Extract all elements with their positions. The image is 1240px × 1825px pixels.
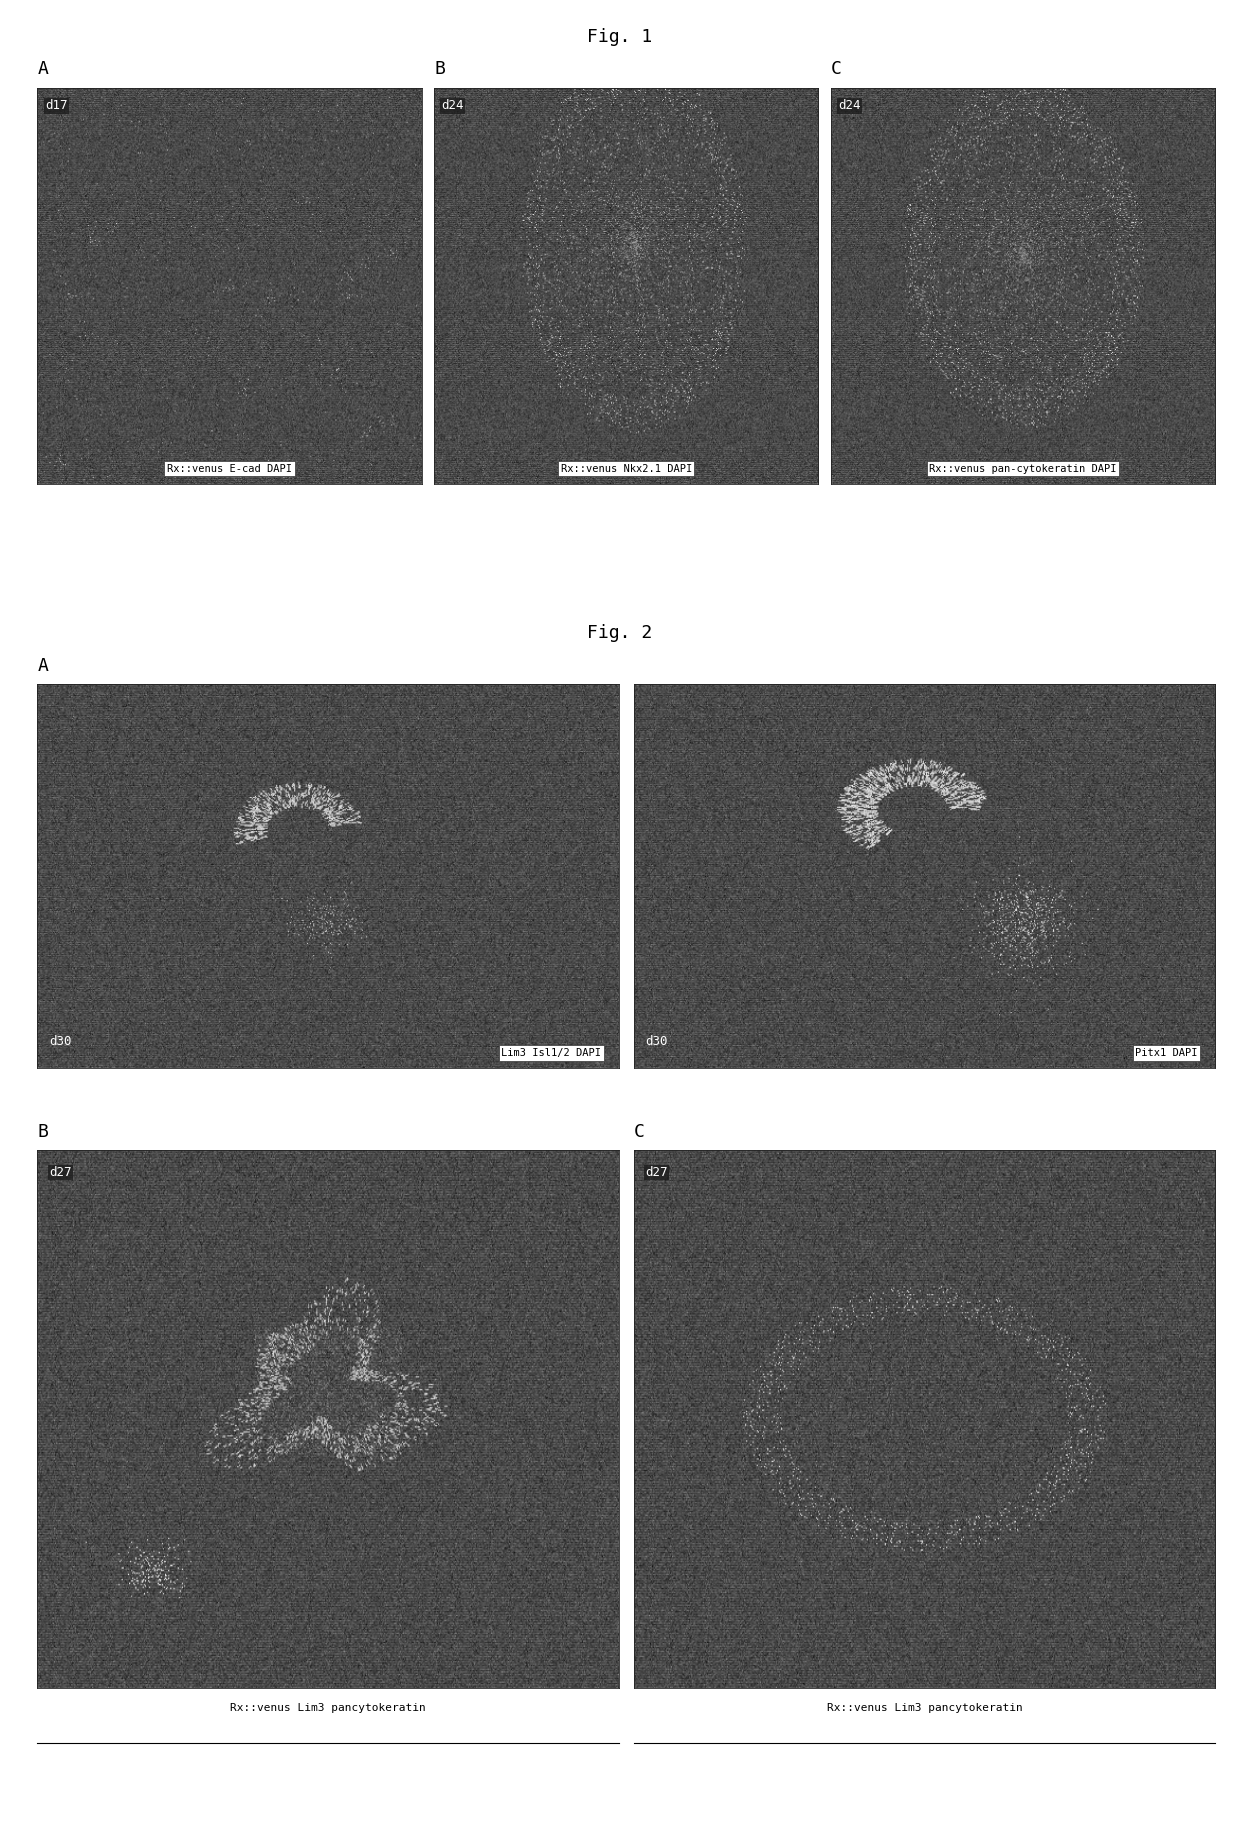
- Text: Lim3 Isl1/2 DAPI: Lim3 Isl1/2 DAPI: [501, 1048, 601, 1058]
- Text: C: C: [831, 60, 842, 78]
- Text: A: A: [37, 657, 48, 675]
- Text: B: B: [37, 1122, 48, 1141]
- Text: Rx::venus pan-cytokeratin DAPI: Rx::venus pan-cytokeratin DAPI: [929, 464, 1117, 474]
- Text: B: B: [434, 60, 445, 78]
- Text: Rx::venus Lim3 pancytokeratin: Rx::venus Lim3 pancytokeratin: [827, 1703, 1022, 1712]
- Text: d17: d17: [45, 100, 67, 113]
- Text: d30: d30: [645, 1035, 668, 1048]
- Text: Rx::venus Nkx2.1 DAPI: Rx::venus Nkx2.1 DAPI: [560, 464, 692, 474]
- Text: Fig. 2: Fig. 2: [588, 624, 652, 642]
- Text: A: A: [37, 60, 48, 78]
- Text: C: C: [634, 1122, 645, 1141]
- Text: d27: d27: [645, 1166, 668, 1179]
- Text: Rx::venus Lim3 pancytokeratin: Rx::venus Lim3 pancytokeratin: [231, 1703, 425, 1712]
- Text: d24: d24: [838, 100, 861, 113]
- Text: Rx::venus E-cad DAPI: Rx::venus E-cad DAPI: [167, 464, 291, 474]
- Text: d30: d30: [48, 1035, 72, 1048]
- Text: d24: d24: [441, 100, 464, 113]
- Text: d27: d27: [48, 1166, 72, 1179]
- Text: Fig. 1: Fig. 1: [588, 27, 652, 46]
- Text: Pitx1 DAPI: Pitx1 DAPI: [1136, 1048, 1198, 1058]
